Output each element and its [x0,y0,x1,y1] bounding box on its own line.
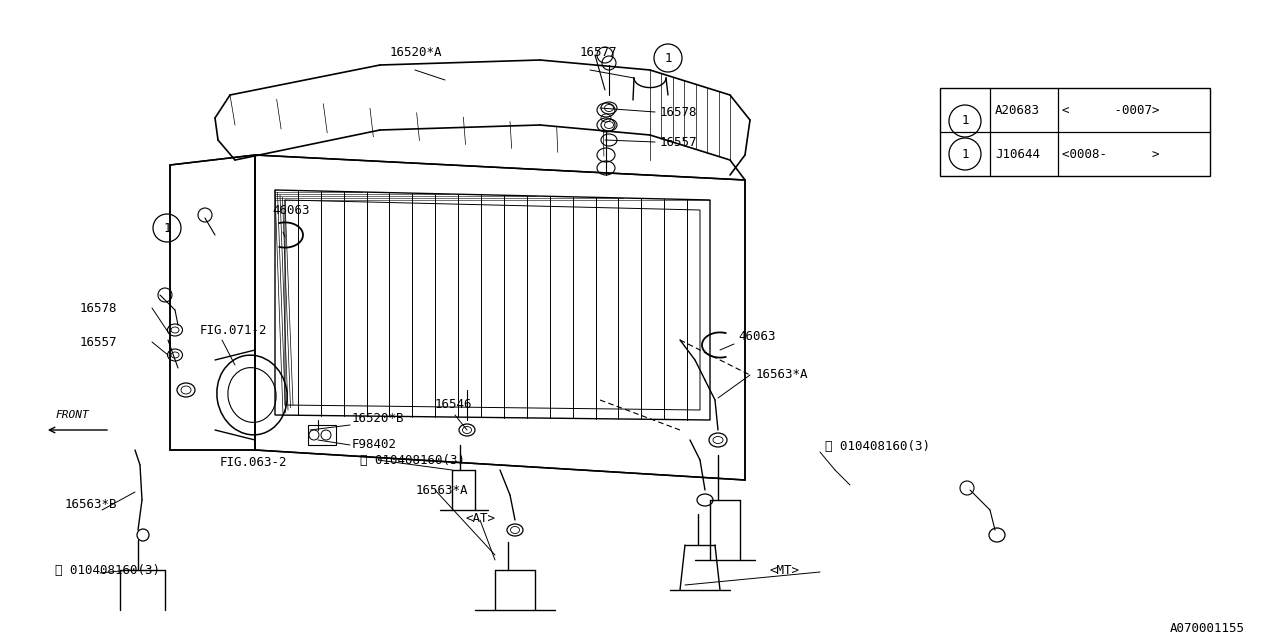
Text: <0008-      >: <0008- > [1062,147,1160,161]
Text: 16563*A: 16563*A [416,483,468,497]
Text: Ⓑ 010408160(3): Ⓑ 010408160(3) [360,454,465,467]
Text: A070001155: A070001155 [1170,621,1245,634]
Text: FRONT: FRONT [55,410,88,420]
Text: Ⓑ 010408160(3): Ⓑ 010408160(3) [55,563,160,577]
Text: 16557: 16557 [79,335,118,349]
Text: <      -0007>: < -0007> [1062,104,1160,116]
Text: 1: 1 [664,51,672,65]
Text: <MT>: <MT> [771,563,800,577]
Text: J10644: J10644 [995,147,1039,161]
Bar [308,425,335,445]
Text: 16546: 16546 [435,399,472,412]
Text: 16577: 16577 [580,45,617,58]
Text: 1: 1 [961,115,969,127]
Text: 46063: 46063 [739,330,776,342]
Text: 16520*B: 16520*B [352,412,404,424]
Text: 1: 1 [961,147,969,161]
Text: 16563*B: 16563*B [65,499,118,511]
Text: 46063: 46063 [273,204,310,216]
Text: 1: 1 [164,221,170,234]
Text: Ⓑ 010408160(3): Ⓑ 010408160(3) [826,440,931,452]
Bar [940,88,1210,176]
Text: 16578: 16578 [660,106,698,118]
Text: 16520*A: 16520*A [390,45,443,58]
Text: F98402: F98402 [352,438,397,451]
Text: 16563*A: 16563*A [756,369,809,381]
Text: A20683: A20683 [995,104,1039,116]
Text: 16557: 16557 [660,136,698,148]
Text: <AT>: <AT> [465,511,495,525]
Text: FIG.071-2: FIG.071-2 [200,323,268,337]
Text: 16578: 16578 [79,301,118,314]
Text: FIG.063-2: FIG.063-2 [220,456,288,468]
